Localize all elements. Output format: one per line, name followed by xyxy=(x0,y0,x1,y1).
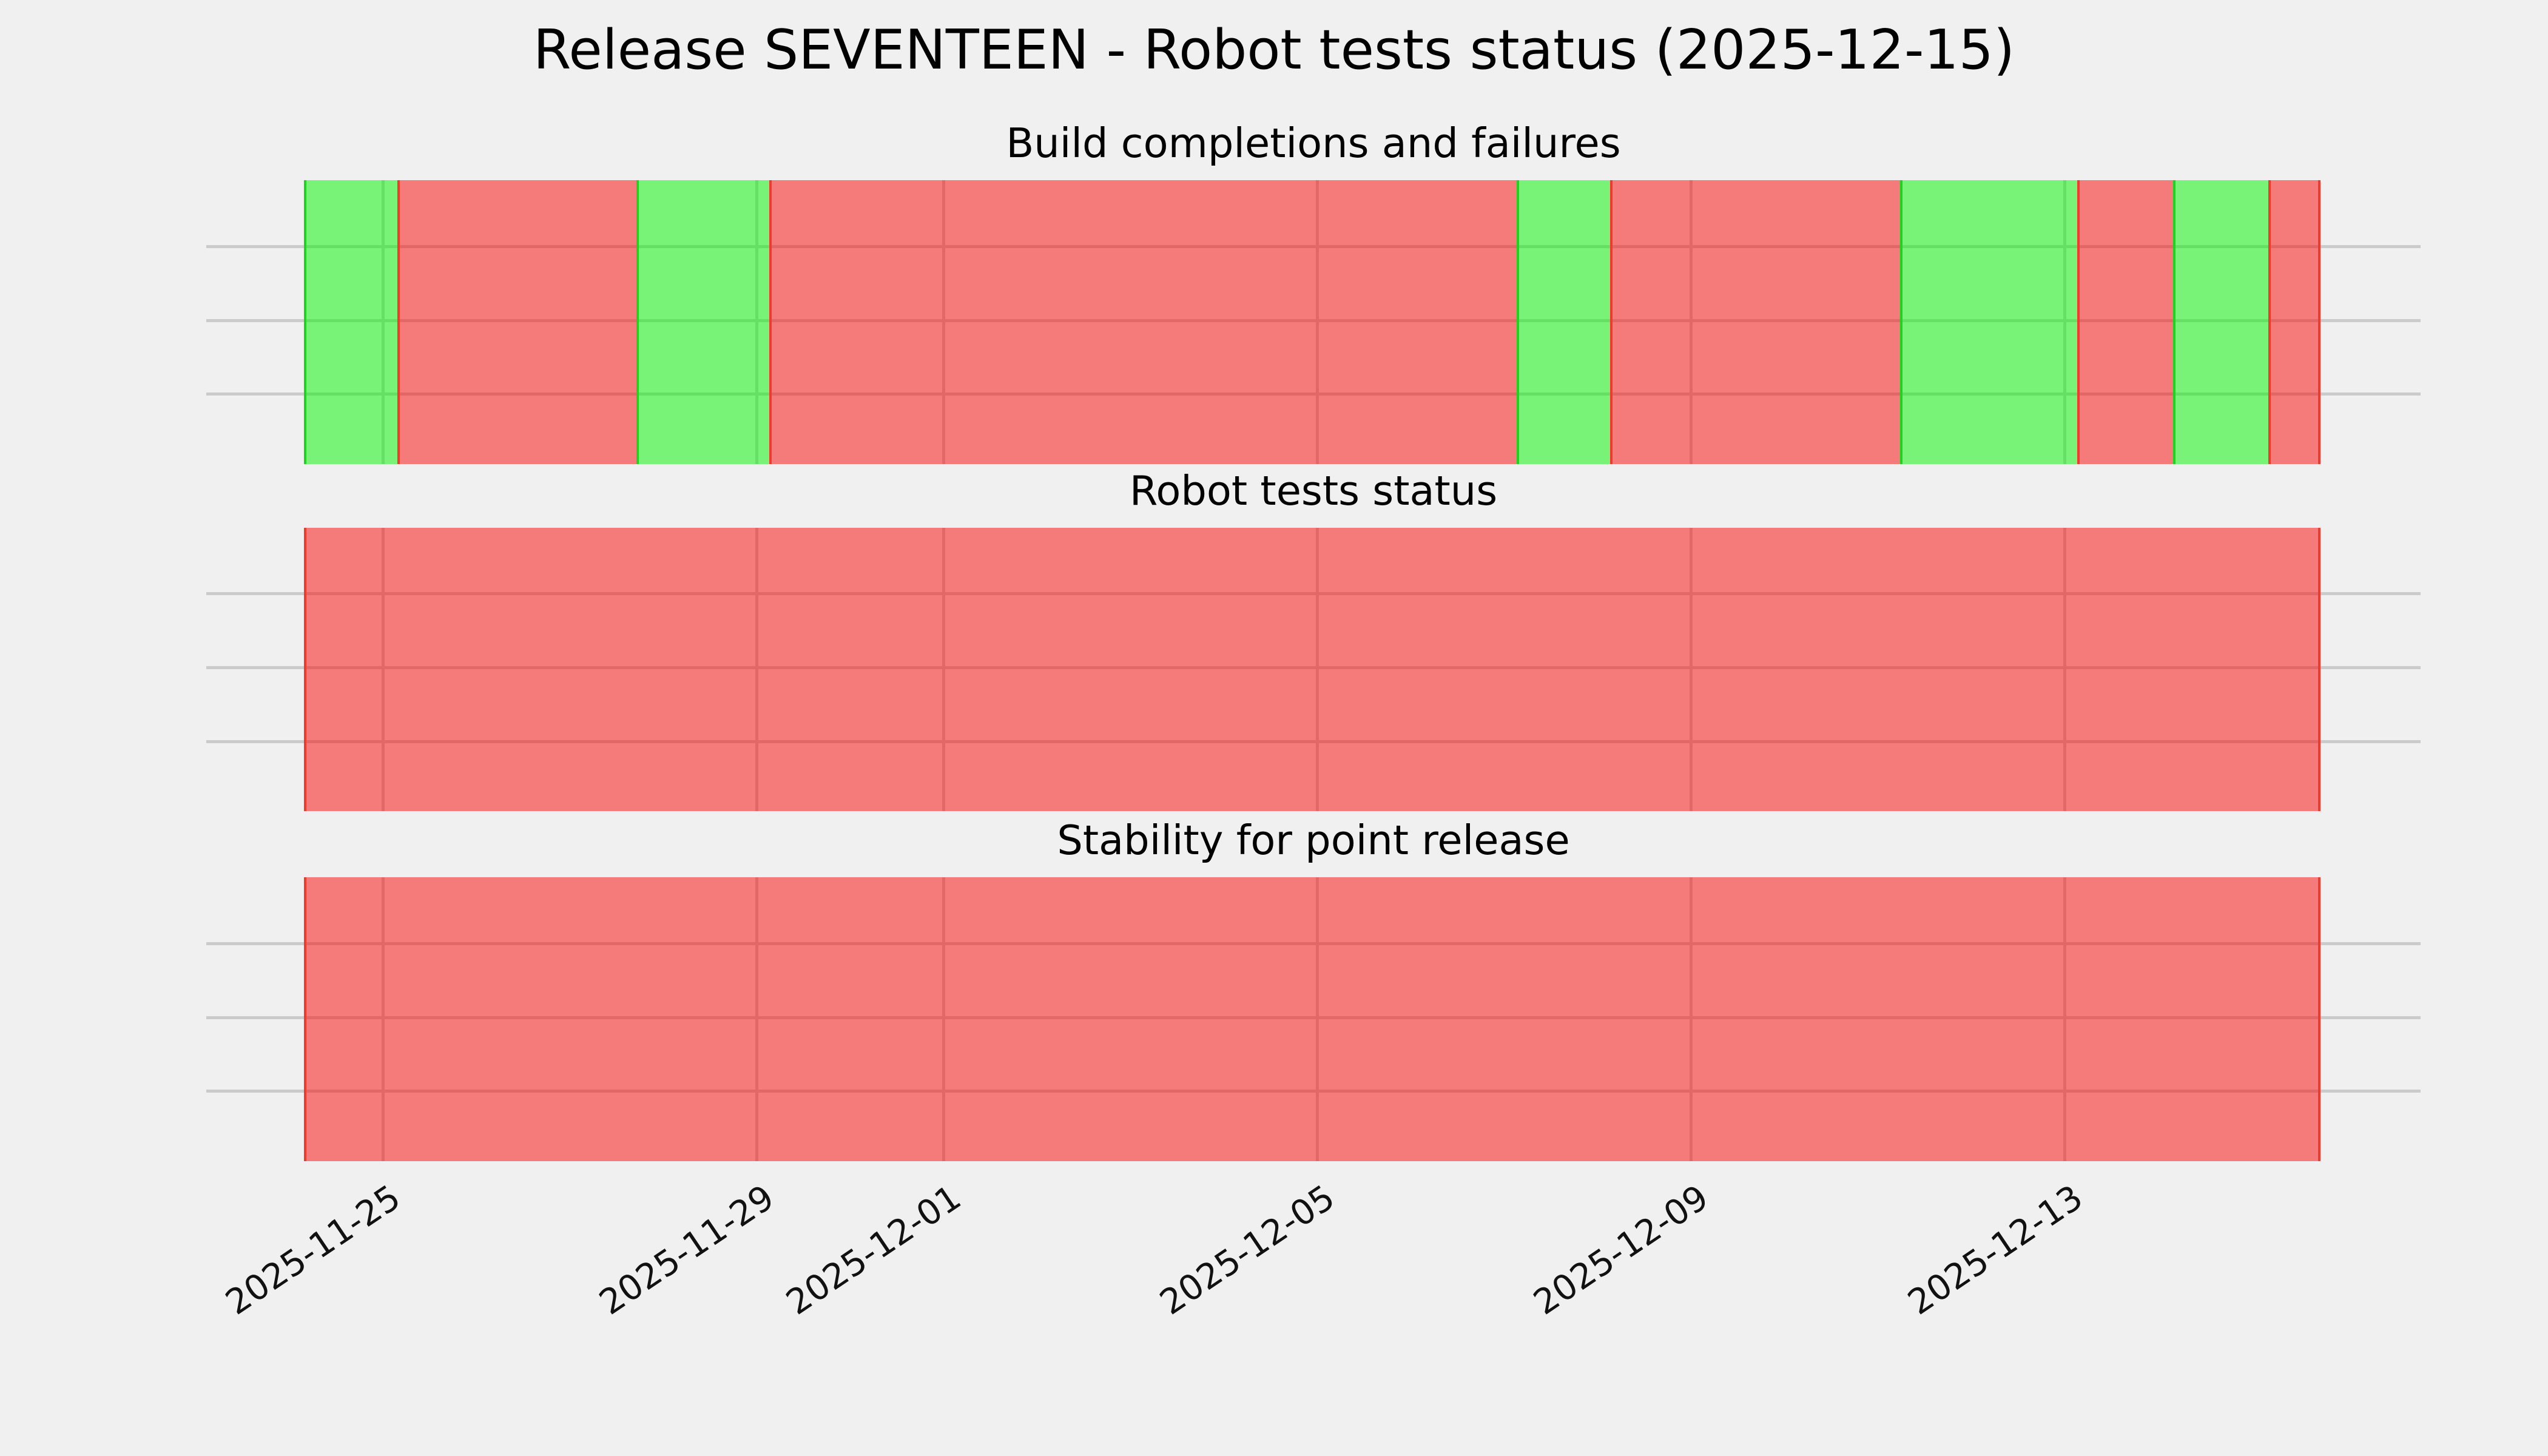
x-tick-label: 2025-12-01 xyxy=(779,1177,968,1323)
x-tick-label: 2025-12-09 xyxy=(1526,1177,1716,1323)
status-segment-failure xyxy=(2078,180,2174,464)
x-tick-label: 2025-12-13 xyxy=(1901,1177,2090,1323)
subplot-title-build-completions: Build completions and failures xyxy=(1006,120,1621,167)
segment-edge-failure xyxy=(2318,528,2321,811)
segment-edge-failure xyxy=(397,180,400,464)
segment-edge-failure xyxy=(2318,877,2321,1161)
x-tick-label: 2025-11-29 xyxy=(592,1177,781,1323)
status-segment-failure xyxy=(305,528,2320,811)
status-segment-failure xyxy=(770,180,1518,464)
segment-edge-failure xyxy=(1610,180,1613,464)
subplot-title-stability: Stability for point release xyxy=(1057,817,1570,864)
segment-edge-success xyxy=(1517,180,1520,464)
status-segment-success xyxy=(305,180,399,464)
status-segment-success xyxy=(2174,180,2270,464)
status-segment-success xyxy=(638,180,770,464)
status-segment-failure xyxy=(398,180,638,464)
segment-edge-failure xyxy=(769,180,772,464)
subplot-title-robot-tests: Robot tests status xyxy=(1129,467,1498,514)
status-segment-success xyxy=(1518,180,1612,464)
axes-robot-tests xyxy=(206,528,2421,811)
segment-edge-failure xyxy=(2318,180,2321,464)
segment-edge-failure xyxy=(2077,180,2080,464)
status-segment-failure xyxy=(1611,180,1902,464)
segment-edge-success xyxy=(303,180,306,464)
segment-edge-failure xyxy=(2268,180,2271,464)
axes-stability xyxy=(206,877,2421,1161)
status-segment-failure xyxy=(305,877,2320,1161)
segment-edge-success xyxy=(1900,180,1903,464)
x-tick-label: 2025-12-05 xyxy=(1153,1177,1343,1323)
segment-edge-failure xyxy=(303,877,306,1161)
segment-edge-success xyxy=(2172,180,2176,464)
figure-title: Release SEVENTEEN - Robot tests status (… xyxy=(533,18,2015,82)
segment-edge-success xyxy=(636,180,639,464)
status-segment-success xyxy=(1901,180,2079,464)
segment-edge-failure xyxy=(303,528,306,811)
axes-build-completions xyxy=(206,180,2421,464)
x-tick-label: 2025-11-25 xyxy=(218,1177,408,1323)
status-segment-failure xyxy=(2269,180,2320,464)
